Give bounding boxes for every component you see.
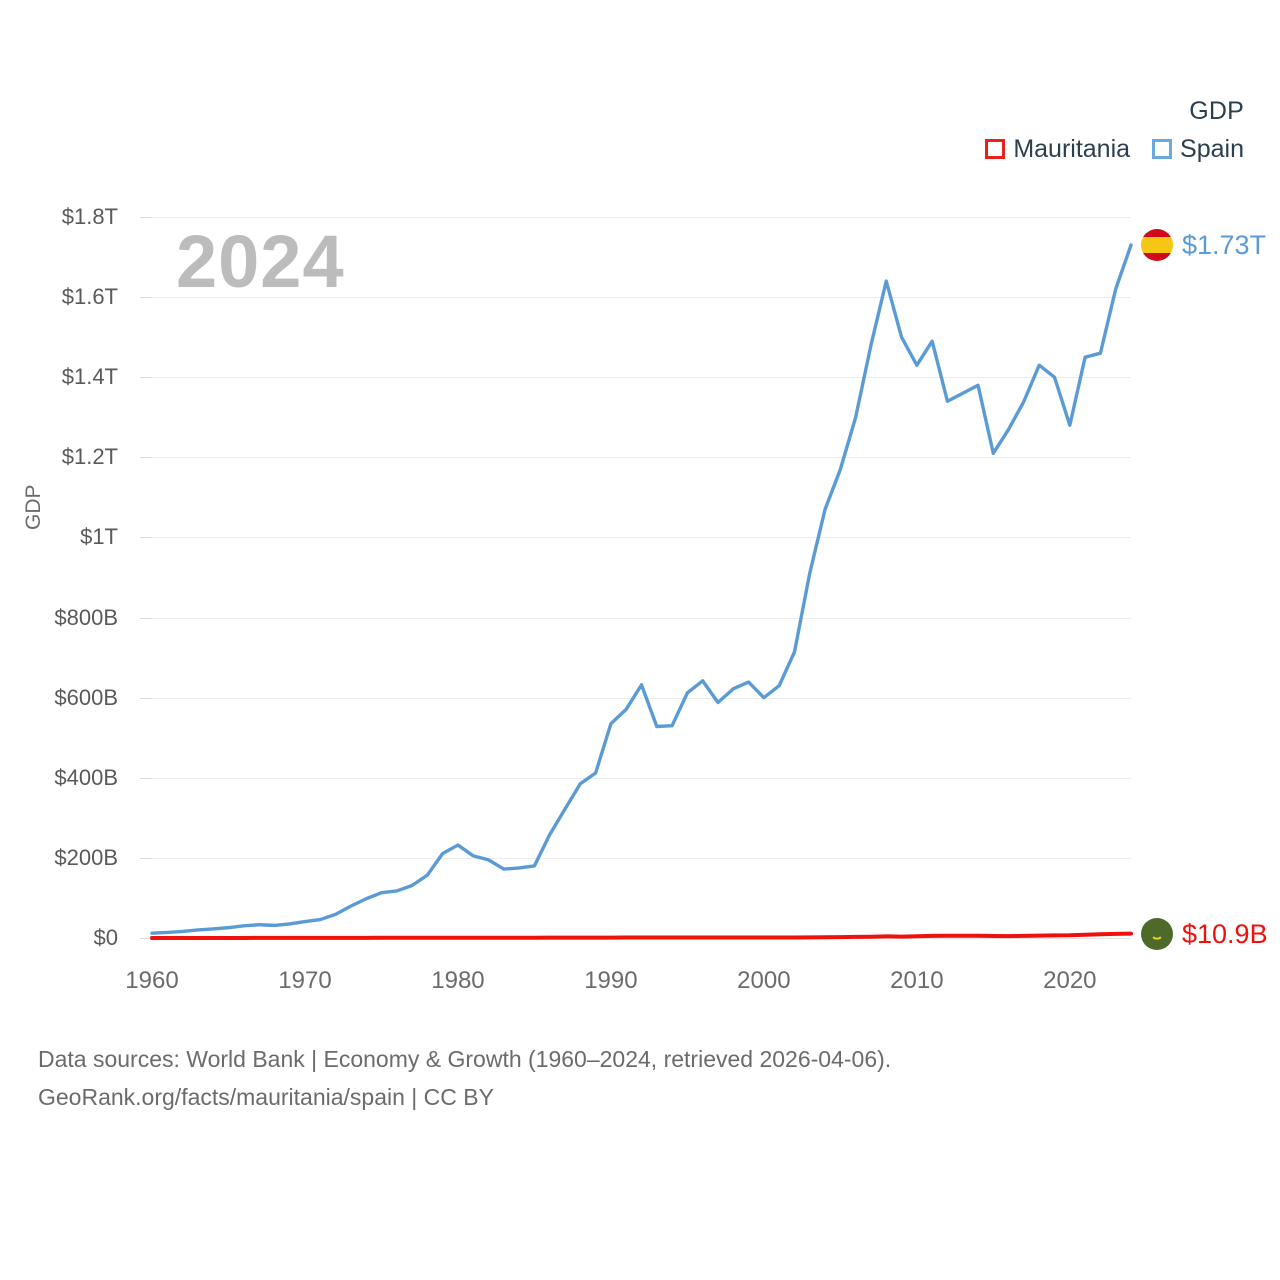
gridline — [152, 697, 1131, 699]
line-mauritania — [150, 931, 1133, 940]
year-watermark: 2024 — [176, 220, 345, 303]
legend-label-mauritania: Mauritania — [1013, 135, 1131, 163]
y-axis-tick-mark — [140, 938, 152, 939]
y-axis-tick-mark — [140, 537, 152, 539]
y-axis-tick-mark — [140, 777, 152, 779]
endpoint-spain[interactable]: $1.73T — [1141, 229, 1267, 262]
y-axis-tick-mark — [140, 377, 152, 379]
y-axis-tick-label: $0 — [93, 925, 118, 950]
gridline — [152, 297, 1131, 299]
gridline — [152, 617, 1131, 619]
legend-item-spain[interactable]: Spain — [1152, 135, 1244, 163]
footer-line-2: GeoRank.org/facts/mauritania/spain | CC … — [38, 1084, 494, 1110]
footer-line-1: Data sources: World Bank | Economy & Gro… — [38, 1046, 892, 1072]
y-axis-tick-label: $1.8T — [61, 204, 118, 229]
y-axis-tick-mark — [140, 857, 152, 859]
legend-items: Mauritania Spain — [985, 135, 1244, 163]
series-lines — [150, 243, 1133, 940]
y-axis-tick-label: $400B — [54, 764, 118, 790]
footer-attribution: Data sources: World Bank | Economy & Gro… — [38, 1040, 891, 1116]
legend-swatch-mauritania-icon — [985, 139, 1006, 159]
x-axis-tick-label: 1970 — [278, 967, 332, 994]
legend-swatch-spain-icon — [1152, 139, 1173, 159]
y-axis-tick-label: $1.2T — [61, 444, 118, 470]
y-axis-tick-label: $1T — [80, 524, 118, 550]
endpoint-value-spain: $1.73T — [1182, 230, 1267, 261]
y-axis-tick-mark — [140, 297, 152, 299]
line-spain — [150, 243, 1133, 935]
mauritania-flag-icon — [1141, 917, 1173, 950]
x-axis-tick-label: 2020 — [1043, 967, 1097, 994]
x-axis-tick-label: 1990 — [584, 967, 638, 994]
x-axis-tick-label: 2000 — [737, 967, 791, 994]
gridline — [152, 457, 1131, 459]
x-axis-tick-label: 2010 — [890, 967, 944, 994]
gridline — [152, 857, 1131, 859]
x-axis-tick-label: 1980 — [431, 967, 485, 994]
legend: GDP Mauritania Spain — [985, 96, 1244, 163]
y-axis-tick-mark — [140, 457, 152, 459]
gridline — [152, 777, 1131, 779]
x-axis-tick-label: 1960 — [125, 967, 179, 994]
y-axis-tick-label: $1.4T — [61, 364, 118, 390]
y-axis-tick-label: $800B — [54, 604, 118, 630]
gridline — [152, 377, 1131, 379]
y-axis-tick-label: $600B — [54, 684, 118, 710]
legend-title: GDP — [1189, 97, 1244, 125]
y-axis-tick-mark — [140, 217, 152, 218]
legend-item-mauritania[interactable]: Mauritania — [985, 135, 1130, 163]
gridline — [152, 537, 1131, 539]
y-axis-label: GDP — [22, 484, 45, 530]
legend-label-spain: Spain — [1180, 135, 1244, 163]
spain-flag-icon — [1141, 229, 1173, 262]
y-axis-tick-mark — [140, 617, 152, 619]
y-axis-tick-label: $1.6T — [61, 284, 118, 310]
gridline — [152, 217, 1131, 218]
y-axis-tick-label: $200B — [54, 844, 118, 870]
endpoint-mauritania[interactable]: $10.9B — [1141, 917, 1268, 950]
y-axis-tick-mark — [140, 697, 152, 699]
plot-area: 2024 — [150, 217, 1133, 940]
endpoint-value-mauritania: $10.9B — [1182, 918, 1268, 949]
